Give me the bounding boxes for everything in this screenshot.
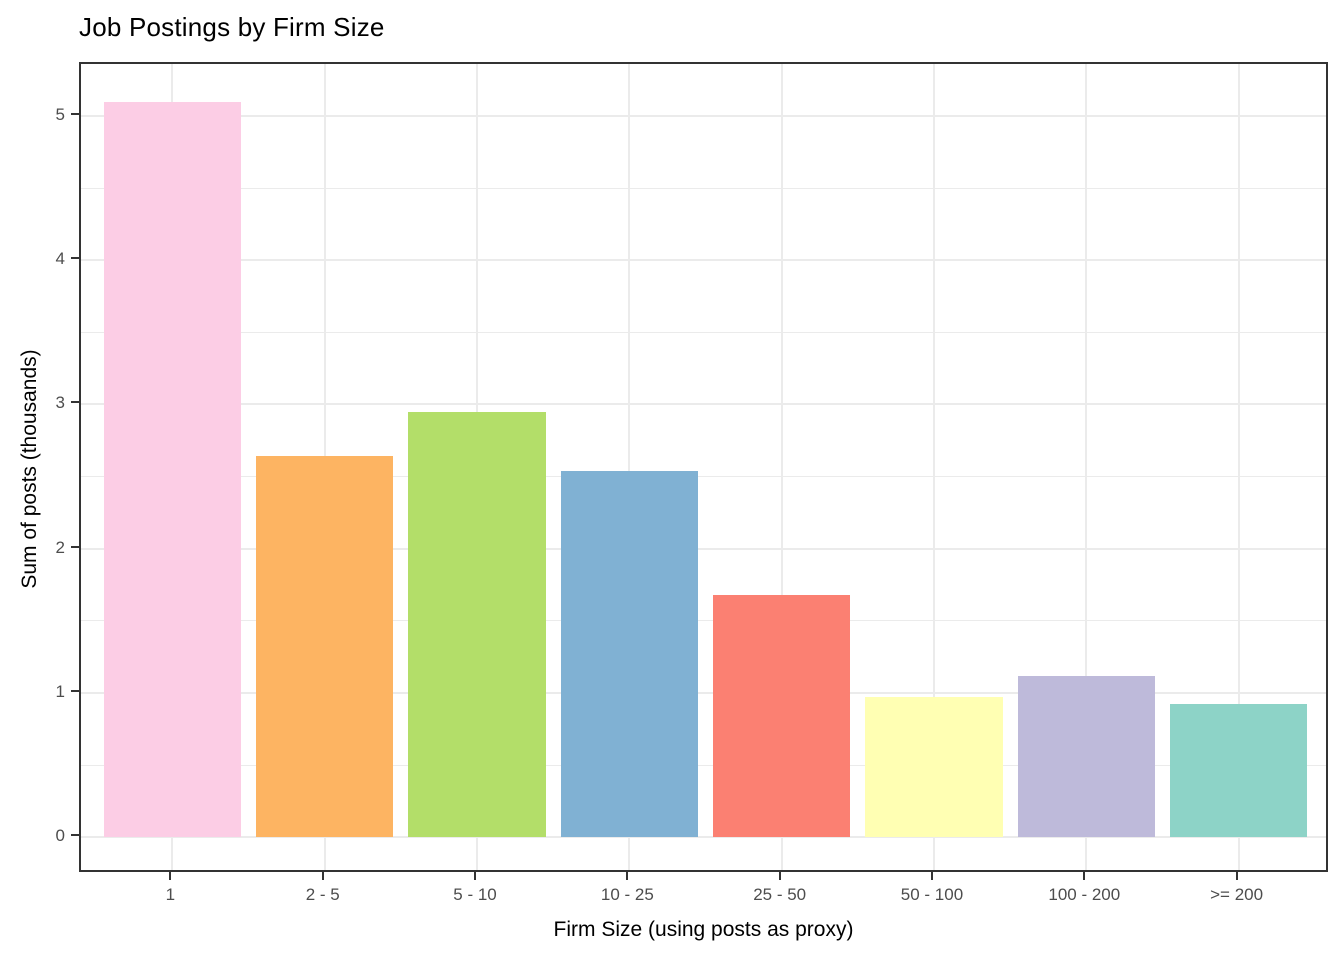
y-gridline-major xyxy=(81,259,1326,262)
x-tick-label: 10 - 25 xyxy=(600,885,654,904)
y-tick-label: 2 xyxy=(55,537,65,557)
bar-2-5 xyxy=(256,456,394,838)
y-tick xyxy=(71,545,79,548)
x-tick-label: 25 - 50 xyxy=(753,885,807,904)
x-tick xyxy=(1235,872,1238,880)
x-gridline-major xyxy=(932,64,935,870)
x-tick-label: 2 - 5 xyxy=(305,885,340,904)
y-gridline-major xyxy=(81,403,1326,406)
y-gridline-major xyxy=(81,547,1326,550)
x-tick xyxy=(1083,872,1086,880)
y-gridline-major xyxy=(81,114,1326,117)
x-tick xyxy=(474,872,477,880)
y-tick-label: 3 xyxy=(55,393,65,413)
bar->=200 xyxy=(1170,704,1308,838)
x-tick xyxy=(169,872,172,880)
y-gridline-minor xyxy=(81,764,1326,766)
x-gridline-major xyxy=(780,64,783,870)
y-tick xyxy=(71,112,79,115)
y-gridline-minor xyxy=(81,331,1326,333)
y-tick xyxy=(71,689,79,692)
bar-25-50 xyxy=(713,594,851,838)
y-axis-title: Sum of posts (thousands) xyxy=(18,349,41,589)
y-gridline-minor xyxy=(81,620,1326,622)
bar-1 xyxy=(103,101,241,838)
x-gridline-major xyxy=(628,64,631,870)
y-tick-label: 0 xyxy=(55,826,65,846)
y-gridline-minor xyxy=(81,187,1326,189)
y-tick-label: 5 xyxy=(55,104,65,124)
x-tick-label: 1 xyxy=(165,885,176,904)
y-tick xyxy=(71,834,79,837)
y-tick xyxy=(71,257,79,260)
x-axis-title: Firm Size (using posts as proxy) xyxy=(553,918,854,941)
y-tick-label: 1 xyxy=(55,681,65,701)
x-tick-label: 5 - 10 xyxy=(453,885,497,904)
x-tick xyxy=(778,872,781,880)
y-gridline-major xyxy=(81,836,1326,839)
y-gridline-minor xyxy=(81,476,1326,478)
chart-title: Job Postings by Firm Size xyxy=(79,12,385,42)
x-tick-label: 50 - 100 xyxy=(900,885,964,904)
y-gridline-major xyxy=(81,691,1326,694)
y-tick-label: 4 xyxy=(55,249,65,269)
bar-10-25 xyxy=(560,470,698,838)
bar-50-100 xyxy=(865,697,1003,838)
x-gridline-major xyxy=(1237,64,1240,870)
bar-5-10 xyxy=(408,411,546,838)
x-tick xyxy=(321,872,324,880)
x-gridline-major xyxy=(1085,64,1088,870)
plot-panel xyxy=(79,62,1328,872)
x-tick-label: 100 - 200 xyxy=(1048,885,1121,904)
bar-100-200 xyxy=(1017,675,1155,838)
x-tick-label: >= 200 xyxy=(1210,885,1264,904)
x-tick xyxy=(626,872,629,880)
y-tick xyxy=(71,401,79,404)
x-tick xyxy=(930,872,933,880)
